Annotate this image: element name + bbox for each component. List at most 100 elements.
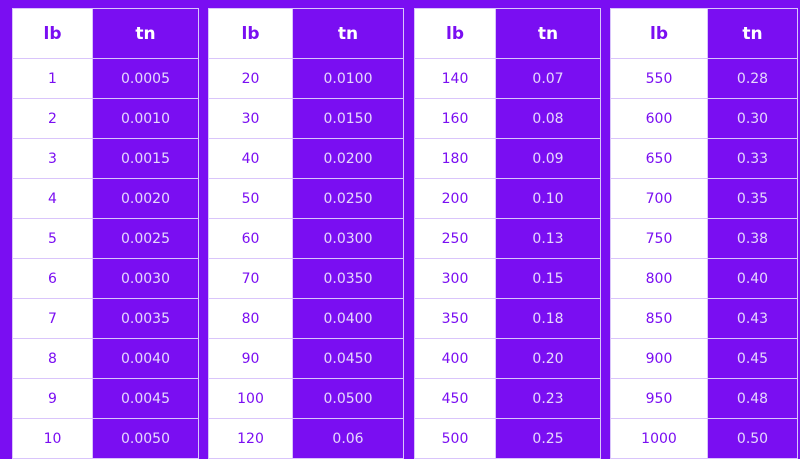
tn-cell: 0.38 [707, 218, 798, 259]
table-row: 650 0.33 [610, 138, 798, 179]
table-row: 90 0.0450 [208, 338, 404, 379]
table-row: 950 0.48 [610, 378, 798, 419]
table-row: 3 0.0015 [12, 138, 199, 179]
lb-cell: 90 [208, 338, 293, 379]
lb-tn-table-4: lb tn 550 0.28 600 0.30 650 0.33 700 0.35 750 0.38 8… [610, 8, 798, 459]
tn-cell: 0.35 [707, 178, 798, 219]
lb-cell: 350 [414, 298, 496, 339]
table-row: 10 0.0050 [12, 418, 199, 459]
lb-cell: 5 [12, 218, 93, 259]
tn-cell: 0.0150 [292, 98, 404, 139]
tn-cell: 0.07 [495, 58, 601, 99]
lb-cell: 80 [208, 298, 293, 339]
tn-cell: 0.0020 [92, 178, 199, 219]
tn-cell: 0.0040 [92, 338, 199, 379]
table-row: 200 0.10 [414, 178, 601, 219]
lb-cell: 550 [610, 58, 708, 99]
tn-cell: 0.25 [495, 418, 601, 459]
tn-cell: 0.0045 [92, 378, 199, 419]
lb-cell: 20 [208, 58, 293, 99]
tn-header: tn [707, 8, 798, 59]
table-row: 5 0.0025 [12, 218, 199, 259]
lb-tn-table-2: lb tn 20 0.0100 30 0.0150 40 0.0200 50 0.0250 60 0.… [208, 8, 404, 459]
lb-cell: 400 [414, 338, 496, 379]
tn-cell: 0.15 [495, 258, 601, 299]
lb-cell: 9 [12, 378, 93, 419]
tn-cell: 0.0025 [92, 218, 199, 259]
tn-cell: 0.10 [495, 178, 601, 219]
lb-cell: 750 [610, 218, 708, 259]
lb-cell: 30 [208, 98, 293, 139]
header-row: lb tn [12, 8, 199, 59]
lb-cell: 70 [208, 258, 293, 299]
tn-cell: 0.30 [707, 98, 798, 139]
tn-cell: 0.13 [495, 218, 601, 259]
table-row: 4 0.0020 [12, 178, 199, 219]
tn-cell: 0.0010 [92, 98, 199, 139]
tn-header: tn [292, 8, 404, 59]
table-row: 120 0.06 [208, 418, 404, 459]
table-row: 8 0.0040 [12, 338, 199, 379]
tn-cell: 0.20 [495, 338, 601, 379]
lb-cell: 1 [12, 58, 93, 99]
tn-cell: 0.09 [495, 138, 601, 179]
lb-cell: 50 [208, 178, 293, 219]
tn-header: tn [92, 8, 199, 59]
lb-cell: 1000 [610, 418, 708, 459]
lb-cell: 500 [414, 418, 496, 459]
lb-cell: 700 [610, 178, 708, 219]
tn-cell: 0.0100 [292, 58, 404, 99]
tn-cell: 0.08 [495, 98, 601, 139]
tn-cell: 0.0035 [92, 298, 199, 339]
table-row: 30 0.0150 [208, 98, 404, 139]
lb-header: lb [12, 8, 93, 59]
lb-cell: 600 [610, 98, 708, 139]
table-row: 800 0.40 [610, 258, 798, 299]
table-row: 7 0.0035 [12, 298, 199, 339]
lb-cell: 3 [12, 138, 93, 179]
tn-cell: 0.43 [707, 298, 798, 339]
lb-tn-table-1: lb tn 1 0.0005 2 0.0010 3 0.0015 4 0.0020 5 0.0025 6… [12, 8, 199, 459]
lb-cell: 2 [12, 98, 93, 139]
lb-cell: 100 [208, 378, 293, 419]
table-row: 600 0.30 [610, 98, 798, 139]
tn-cell: 0.40 [707, 258, 798, 299]
tn-cell: 0.18 [495, 298, 601, 339]
lb-cell: 900 [610, 338, 708, 379]
tn-cell: 0.48 [707, 378, 798, 419]
lb-tn-table-3: lb tn 140 0.07 160 0.08 180 0.09 200 0.10 250 0.13 3… [414, 8, 601, 459]
table-row: 300 0.15 [414, 258, 601, 299]
tn-cell: 0.0250 [292, 178, 404, 219]
table-row: 1 0.0005 [12, 58, 199, 99]
table-row: 450 0.23 [414, 378, 601, 419]
lb-cell: 6 [12, 258, 93, 299]
table-row: 400 0.20 [414, 338, 601, 379]
table-row: 20 0.0100 [208, 58, 404, 99]
table-row: 70 0.0350 [208, 258, 404, 299]
lb-cell: 850 [610, 298, 708, 339]
lb-cell: 160 [414, 98, 496, 139]
table-row: 700 0.35 [610, 178, 798, 219]
header-row: lb tn [208, 8, 404, 59]
tn-cell: 0.0500 [292, 378, 404, 419]
table-row: 500 0.25 [414, 418, 601, 459]
header-row: lb tn [610, 8, 798, 59]
lb-cell: 120 [208, 418, 293, 459]
table-row: 80 0.0400 [208, 298, 404, 339]
lb-cell: 450 [414, 378, 496, 419]
lb-cell: 4 [12, 178, 93, 219]
table-row: 900 0.45 [610, 338, 798, 379]
header-row: lb tn [414, 8, 601, 59]
lb-cell: 200 [414, 178, 496, 219]
lb-cell: 650 [610, 138, 708, 179]
table-row: 250 0.13 [414, 218, 601, 259]
tn-cell: 0.28 [707, 58, 798, 99]
lb-cell: 60 [208, 218, 293, 259]
tn-cell: 0.0030 [92, 258, 199, 299]
table-row: 50 0.0250 [208, 178, 404, 219]
lb-cell: 950 [610, 378, 708, 419]
table-row: 750 0.38 [610, 218, 798, 259]
table-row: 160 0.08 [414, 98, 601, 139]
tn-cell: 0.45 [707, 338, 798, 379]
tn-cell: 0.0005 [92, 58, 199, 99]
